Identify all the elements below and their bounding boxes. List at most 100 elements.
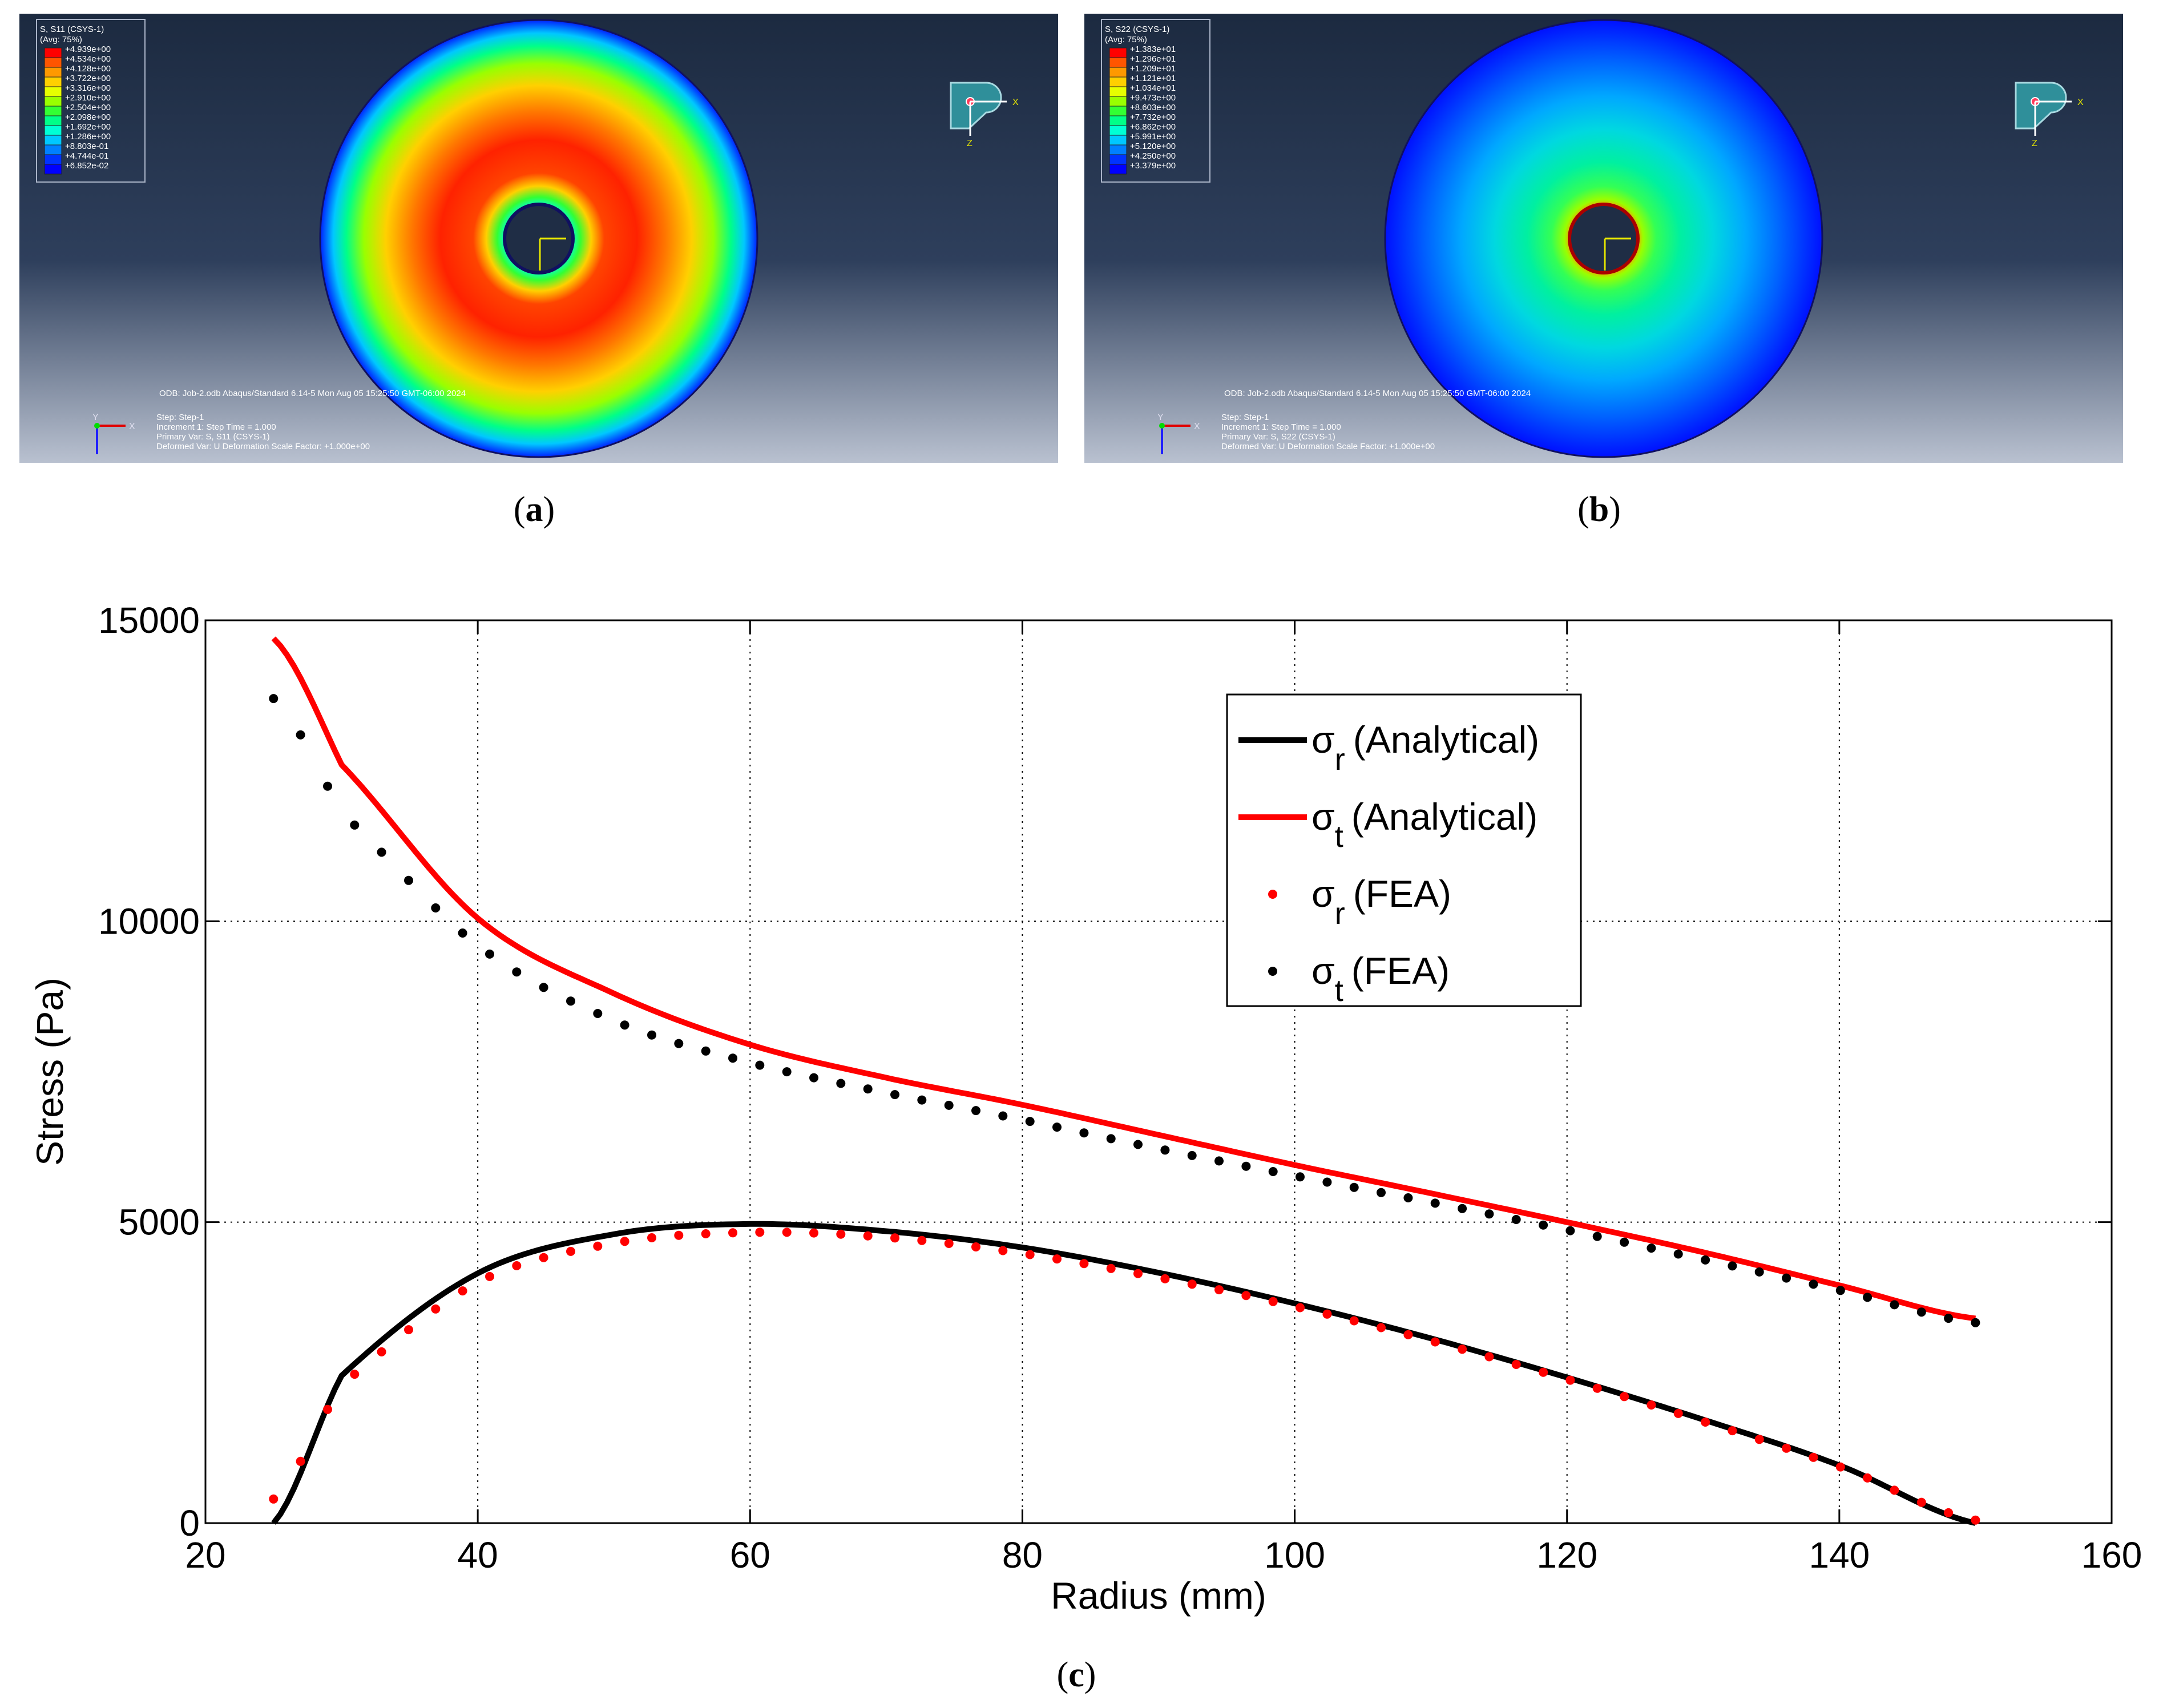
sigma-r-fea-point [1052, 1254, 1062, 1264]
sigma-r-fea-point [458, 1286, 467, 1296]
sigma-t-fea-point [1701, 1255, 1710, 1265]
legend-value: +4.128e+00 [65, 64, 111, 74]
sigma-t-fea-point [404, 875, 413, 885]
sigma-r-fea-point [998, 1246, 1008, 1255]
sigma-t-fea-point [1484, 1209, 1494, 1219]
sigma-r-fea-point [1106, 1263, 1116, 1273]
sigma-r-fea-point [323, 1404, 332, 1414]
sigma-t-fea-point [1458, 1204, 1467, 1213]
legend-value: +7.732e+00 [1130, 112, 1176, 122]
y-axis-label: Stress (Pa) [29, 978, 71, 1166]
sigma-t-fea-point [1754, 1267, 1764, 1277]
sigma-t-fea-point [782, 1067, 792, 1077]
sigma-t-fea-point [485, 949, 494, 959]
sigma-r-fea-point [674, 1230, 684, 1240]
legend-entry-label: σt (Analytical) [1311, 796, 1537, 854]
sigma-r-fea-point [1809, 1452, 1818, 1462]
legend-swatch [1109, 106, 1127, 116]
legend-swatch [1109, 67, 1127, 78]
sigma-r-fea-point [1484, 1352, 1494, 1362]
sigma-t-fea-point [1187, 1150, 1197, 1160]
sigma-t-fea-point [1052, 1122, 1062, 1132]
x-tick-label: 140 [1809, 1535, 1870, 1576]
sigma-r-fea-point [1214, 1285, 1224, 1295]
sigma-t-fea-point [1403, 1193, 1413, 1202]
sigma-t-fea-point [1160, 1145, 1170, 1155]
sigma-r-fea-point [1160, 1274, 1170, 1283]
sigma-t-analytical-line [271, 636, 1976, 1322]
sigma-t-fea-point [512, 967, 522, 977]
sigma-t-fea-point [1539, 1220, 1548, 1230]
sigma-r-fea-point [1511, 1360, 1521, 1369]
sigma-t-fea-point [728, 1053, 737, 1063]
legend-value: +6.852e-02 [65, 161, 108, 171]
legend-color-bar [1109, 47, 1127, 175]
sigma-t-fea-point [1944, 1314, 1954, 1323]
legend-entry-label: σr (Analytical) [1311, 718, 1539, 777]
sigma-r-fea-point [728, 1228, 737, 1238]
legend-swatch [44, 57, 62, 68]
sigma-t-fea-point [1728, 1261, 1737, 1271]
center-csys-icon [539, 237, 566, 270]
sigma-t-fea-point [431, 903, 441, 912]
legend-marker-sample [1268, 967, 1277, 976]
legend-value: +4.534e+00 [65, 54, 111, 64]
legend-swatch [1109, 86, 1127, 97]
legend-swatch [1109, 57, 1127, 68]
sigma-t-fea-point [458, 928, 467, 938]
legend-swatch [1109, 125, 1127, 136]
sigma-t-fea-point [863, 1084, 873, 1094]
legend-value: +1.296e+01 [1130, 54, 1176, 64]
sigma-r-fea-point [1296, 1303, 1305, 1313]
triad-x-label: X [2077, 98, 2084, 107]
sigma-r-fea-point [1620, 1392, 1629, 1402]
legend-swatch [44, 96, 62, 107]
sigma-t-fea-point [1241, 1161, 1251, 1171]
sigma-t-fea-point [647, 1030, 656, 1040]
sigma-t-fea-point [1079, 1128, 1089, 1138]
center-csys-icon [1604, 237, 1631, 270]
sigma-r-fea-point [1728, 1426, 1737, 1436]
sigma-t-fea-point [1322, 1177, 1332, 1187]
grid [205, 620, 2112, 1523]
sigma-t-fea-point [701, 1046, 711, 1056]
fea-panel-s11: X Z X Y S, S11 (CSYS-1) (Avg: 75%) ODB: … [19, 14, 1058, 463]
sigma-r-fea-point [1430, 1337, 1440, 1347]
x-tick-label: 160 [2081, 1535, 2142, 1576]
sigma-r-fea-point [1835, 1462, 1845, 1472]
sigma-r-fea-point [1863, 1473, 1873, 1483]
legend-swatch [44, 86, 62, 97]
sigma-t-fea-point [1835, 1286, 1845, 1295]
sigma-t-fea-point [836, 1079, 846, 1088]
sigma-r-fea-point [350, 1370, 360, 1379]
sigma-t-fea-point [890, 1090, 899, 1100]
plot-area [204, 619, 2113, 1524]
legend-swatch [1109, 144, 1127, 155]
sigma-r-fea-point [1079, 1259, 1089, 1269]
sigma-r-fea-point [593, 1241, 603, 1251]
legend-avg: (Avg: 75%) [40, 35, 82, 45]
sigma-t-fea-point [1133, 1140, 1143, 1149]
sigma-r-fea-point [1673, 1408, 1683, 1418]
sigma-t-fea-point [809, 1073, 818, 1083]
sigma-r-fea-point [1782, 1443, 1791, 1453]
caption-a: (a) [513, 490, 555, 529]
sigma-r-fea-point [944, 1239, 954, 1248]
legend-swatch [44, 115, 62, 126]
view-triad-icon [2015, 82, 2072, 136]
sigma-r-fea-point [1268, 1297, 1278, 1306]
sigma-t-fea-point [377, 847, 386, 857]
x-tick-label: 100 [1264, 1535, 1325, 1576]
sigma-t-fea-point [1025, 1117, 1035, 1126]
deformed-var-info: Deformed Var: U Deformation Scale Factor… [1221, 442, 1435, 451]
sigma-t-fea-point [296, 730, 305, 740]
sigma-t-fea-point [620, 1020, 629, 1030]
sigma-t-fea-point [1782, 1273, 1791, 1283]
legend-value: +5.991e+00 [1130, 132, 1176, 142]
primary-var-info: Primary Var: S, S22 (CSYS-1) [1221, 432, 1335, 442]
legend-value: +1.286e+00 [65, 132, 111, 142]
sigma-t-fea-point [323, 781, 332, 791]
series [269, 636, 1980, 1526]
sigma-t-fea-point [1647, 1243, 1656, 1253]
legend-swatch [44, 164, 62, 175]
